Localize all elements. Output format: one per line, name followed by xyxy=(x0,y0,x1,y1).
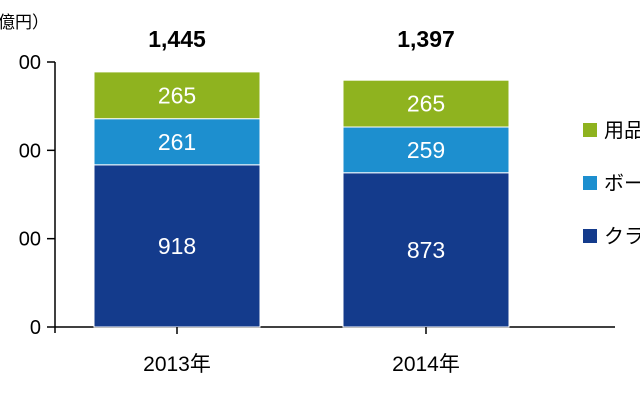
bar-segment xyxy=(342,172,510,328)
data-label: 265 xyxy=(158,82,196,108)
unit-label: 億円） xyxy=(0,13,49,32)
bar-segment xyxy=(93,118,261,166)
bar-segment xyxy=(93,71,261,120)
bar-segment xyxy=(342,79,510,128)
y-tick-label: 0 xyxy=(30,317,41,339)
x-tick-label: 2014年 xyxy=(392,353,460,376)
y-tick-label: 00 xyxy=(19,52,41,74)
legend-label: ボー xyxy=(604,172,640,195)
total-label: 1,445 xyxy=(148,26,206,52)
data-label: 261 xyxy=(158,129,196,155)
x-tick-label: 2013年 xyxy=(143,353,211,376)
total-label: 1,397 xyxy=(397,26,455,52)
y-tick-label: 00 xyxy=(19,140,41,162)
bars: 918 261 265 1,445 2013年 873 259 265 1,397 2014年 xyxy=(93,26,510,376)
y-tick-label: 00 xyxy=(19,229,41,251)
legend-label: 用品 xyxy=(604,120,640,142)
legend-label: クラ xyxy=(604,225,640,248)
data-label: 265 xyxy=(407,91,445,117)
data-label: 873 xyxy=(407,237,445,263)
data-label: 259 xyxy=(407,137,445,163)
data-label: 918 xyxy=(158,233,196,259)
bar-segment xyxy=(93,164,261,328)
legend-swatch xyxy=(583,123,597,137)
legend-swatch xyxy=(583,229,597,243)
legend-swatch xyxy=(583,176,597,190)
